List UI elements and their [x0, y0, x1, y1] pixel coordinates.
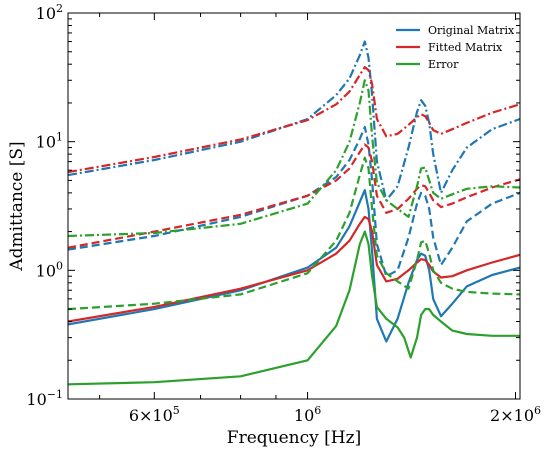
- series-line-error-dashed: [68, 156, 520, 311]
- legend-label: Original Matrix: [428, 24, 515, 37]
- series-line-fitted-matrix-dashed: [68, 143, 520, 249]
- series-line-original-matrix-dashed: [68, 125, 520, 278]
- x-axis-label: Frequency [Hz]: [227, 428, 361, 448]
- series-line-fitted-matrix-solid: [68, 215, 520, 323]
- legend-label: Fitted Matrix: [428, 41, 503, 54]
- x-tick-label: 6×105: [129, 404, 180, 425]
- ticks-layer: [68, 12, 520, 400]
- series-line-original-matrix-solid: [68, 189, 520, 343]
- plot-frame: [67, 12, 521, 400]
- y-tick-label: 101: [36, 131, 63, 152]
- x-tick-label: 2×106: [490, 404, 541, 425]
- legend: Original Matrix Fitted Matrix Error: [396, 24, 515, 71]
- y-tick-label: 102: [36, 2, 63, 23]
- x-tick-label: 106: [294, 404, 321, 425]
- y-axis-label: Admittance [S]: [7, 141, 27, 271]
- series-layer: [68, 40, 520, 386]
- series-line-error-dashdot: [68, 79, 520, 238]
- series-line-original-matrix-dashdot: [68, 40, 520, 202]
- legend-label: Error: [428, 58, 459, 71]
- y-tick-label: 100: [36, 259, 63, 280]
- series-line-fitted-matrix-dashdot: [68, 66, 520, 174]
- series-line-error-solid: [68, 230, 520, 386]
- y-tick-label: 10−1: [26, 388, 63, 409]
- tick-labels-layer: 10−1 100 101 102 6×105 106 2×106: [26, 2, 541, 425]
